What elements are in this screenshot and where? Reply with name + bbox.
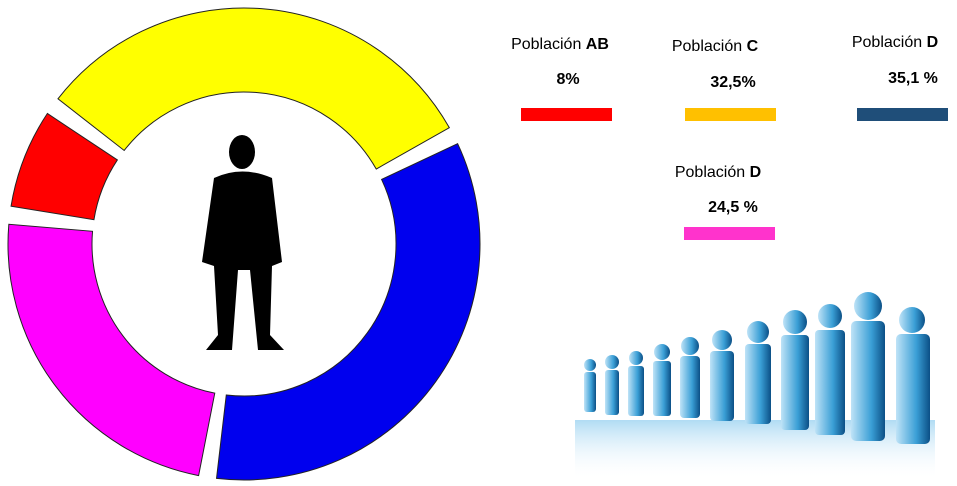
value-label: 8% bbox=[556, 71, 579, 88]
legend: Población AB 8% Población C 32,5% Población … bbox=[511, 34, 948, 240]
value-label: 32,5% bbox=[710, 74, 755, 91]
crowd-image bbox=[575, 292, 935, 480]
legend-label: Población C bbox=[672, 38, 759, 55]
chart: Población AB 8% Población C 32,5% Población … bbox=[0, 0, 957, 486]
legend-swatch bbox=[684, 227, 775, 240]
legend-swatch bbox=[521, 108, 612, 121]
legend-label: Población D bbox=[852, 34, 938, 51]
legend-swatch bbox=[857, 108, 948, 121]
donut-slice bbox=[8, 224, 215, 475]
legend-swatch bbox=[685, 108, 776, 121]
value-label: 24,5 % bbox=[708, 199, 758, 216]
legend-label: Población D bbox=[675, 164, 761, 181]
man-silhouette bbox=[202, 135, 284, 350]
legend-label: Población AB bbox=[511, 36, 609, 53]
value-label: 35,1 % bbox=[888, 70, 938, 87]
